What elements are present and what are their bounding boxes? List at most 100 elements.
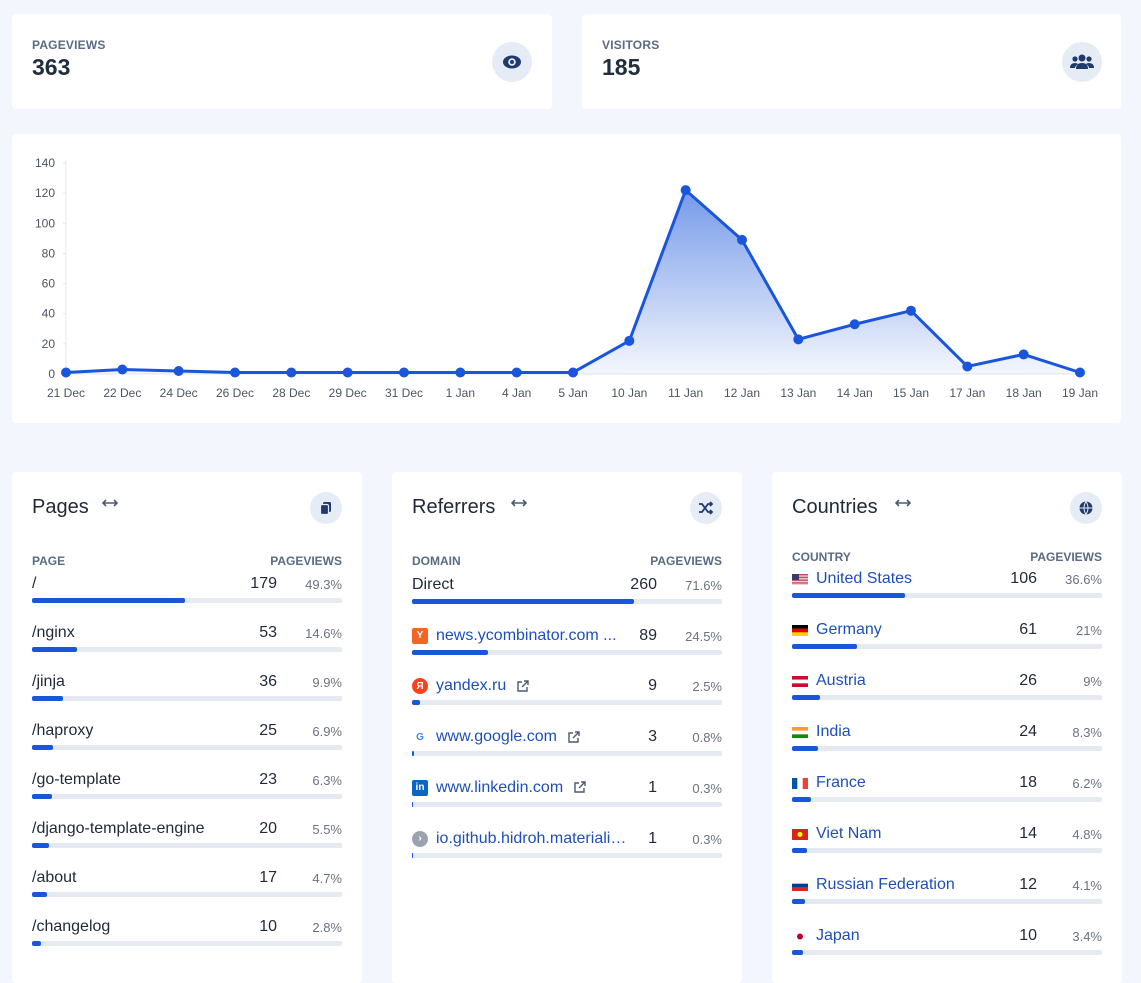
point[interactable] (737, 234, 747, 245)
flag-part (792, 573, 808, 575)
y-tick-label: 40 (42, 307, 56, 321)
flag-icon (792, 777, 808, 789)
shuffle-icon[interactable] (690, 492, 722, 524)
stat-card: VISITORS 185 (582, 14, 1121, 109)
row-name: /nginx (32, 624, 75, 641)
row-name: /about (32, 869, 77, 886)
bar-track (412, 649, 722, 655)
row-share: 8.3% (1072, 725, 1102, 740)
stat-label: PAGEVIEWS (32, 38, 106, 52)
area (66, 190, 1080, 374)
table-row: in www.linkedin.com 1 0.3% (412, 778, 722, 808)
table-row: Viet Nam 14 4.8% (792, 824, 1102, 854)
point[interactable] (962, 361, 973, 372)
table-row: /go-template 23 6.3% (32, 770, 342, 800)
x-tick-label: 1 Jan (446, 386, 475, 400)
bar (32, 892, 47, 897)
row-link[interactable]: Russian Federation (816, 876, 955, 893)
column-header: COUNTRY (792, 550, 851, 564)
expand-icon[interactable] (102, 498, 118, 508)
point[interactable] (849, 319, 860, 330)
point[interactable] (511, 367, 522, 378)
chart-card: 0 20 40 60 80 100 120 140 21 Dec 22 Dec 24 Dec 26 D… (12, 134, 1121, 423)
y-tick-label: 20 (42, 337, 56, 351)
row-value: 23 (259, 771, 277, 788)
flag-part (792, 628, 808, 632)
bar-track (32, 892, 342, 897)
external-link-icon[interactable] (516, 680, 529, 693)
point[interactable] (455, 367, 466, 378)
row-link[interactable]: yandex.ru (436, 677, 507, 695)
y-tick-label: 120 (35, 186, 55, 200)
point[interactable] (117, 364, 128, 375)
row-link[interactable]: France (816, 774, 866, 791)
panel-title: Referrers (412, 496, 496, 518)
point[interactable] (342, 367, 353, 378)
table-row: /about 17 4.7% (32, 868, 342, 898)
row-value: 12 (1019, 876, 1037, 893)
row-label: India (792, 722, 851, 742)
y-tick-label: 100 (35, 216, 55, 230)
point[interactable] (624, 335, 635, 346)
row-value: 260 (630, 576, 657, 593)
row-link[interactable]: news.ycombinator.com ... (436, 626, 617, 644)
row-share: 71.6% (685, 578, 722, 593)
panel-title: Countries (792, 496, 878, 518)
row-link[interactable]: www.linkedin.com (436, 778, 564, 796)
point[interactable] (286, 367, 297, 378)
row-value: 17 (259, 869, 277, 886)
bar (32, 598, 185, 603)
copy-icon[interactable] (310, 492, 342, 524)
row-label: France (792, 773, 866, 793)
row-link[interactable]: Austria (816, 672, 866, 689)
flag-part (792, 733, 808, 738)
external-link-icon[interactable] (567, 730, 580, 744)
icon-glyph (319, 502, 331, 516)
point[interactable] (230, 367, 240, 378)
point[interactable] (568, 367, 578, 378)
point[interactable] (61, 367, 71, 378)
row-link[interactable]: Japan (816, 927, 860, 944)
bar-track (792, 593, 1102, 598)
expand-icon[interactable] (895, 498, 911, 508)
point[interactable] (399, 367, 409, 378)
flag-part (792, 582, 808, 584)
expand-icon[interactable] (511, 498, 527, 508)
row-name: /jinja (32, 673, 65, 690)
row-link[interactable]: United States (816, 570, 913, 587)
x-tick-label: 31 Dec (385, 386, 423, 400)
point[interactable] (1018, 349, 1029, 360)
column-header: DOMAIN (412, 554, 461, 568)
row-label: United States (792, 569, 912, 589)
point[interactable] (173, 365, 184, 376)
row-share: 9.9% (312, 675, 342, 690)
globe-icon[interactable] (1070, 492, 1102, 524)
row-value: 36 (259, 673, 277, 690)
bar (32, 647, 78, 652)
flag-part (792, 578, 808, 579)
bar-track (412, 700, 722, 706)
row-link[interactable]: Germany (816, 621, 882, 638)
point[interactable] (680, 185, 691, 196)
row-value: 14 (1019, 825, 1037, 842)
row-label: › io.github.hidroh.materiali… (412, 829, 626, 849)
table-row: /jinja 36 9.9% (32, 672, 342, 702)
row-link[interactable]: www.google.com (436, 728, 557, 746)
row-value: 3 (648, 728, 657, 746)
row-link[interactable]: io.github.hidroh.materiali… (436, 829, 627, 847)
row-share: 36.6% (1065, 572, 1102, 587)
row-share: 6.9% (312, 724, 342, 739)
external-link-icon[interactable] (573, 781, 586, 794)
bar (412, 649, 488, 655)
point[interactable] (906, 305, 916, 316)
row-link[interactable]: Viet Nam (816, 825, 882, 842)
row-link[interactable]: India (816, 723, 851, 740)
point[interactable] (793, 334, 804, 345)
site-icon: Я (412, 678, 428, 695)
flag-icon (792, 675, 808, 687)
point[interactable] (1075, 367, 1085, 378)
